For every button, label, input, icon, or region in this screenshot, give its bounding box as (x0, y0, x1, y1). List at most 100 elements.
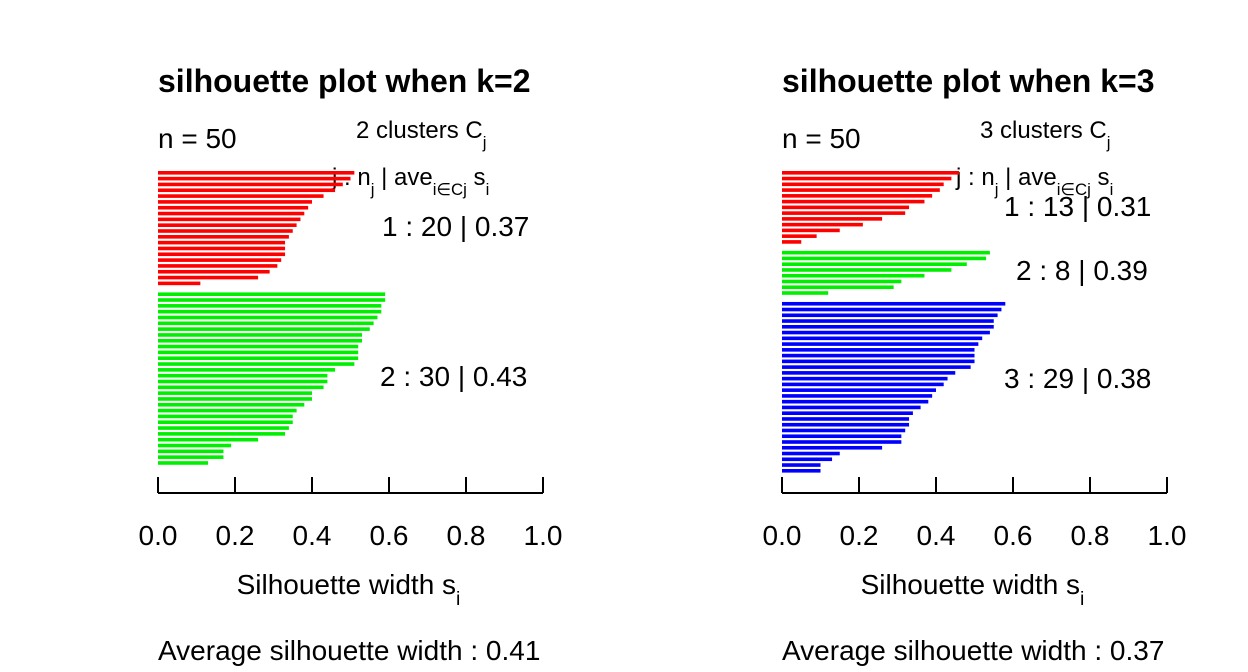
silhouette-bar (158, 414, 293, 419)
silhouette-bar (782, 250, 990, 255)
silhouette-bar (158, 258, 282, 262)
silhouette-bar (782, 240, 802, 244)
silhouette-panel-2: silhouette plot when k=3 n = 50 3 clusters… (763, 63, 1187, 666)
cluster-1-bars (782, 171, 960, 244)
silhouette-bar (782, 342, 979, 346)
silhouette-bar (782, 307, 1002, 312)
x-axis-label: Silhouette width si (237, 569, 461, 610)
column-header-part: i∈Cj (1057, 180, 1091, 199)
cluster-1-label: 1 : 20 | 0.37 (382, 211, 529, 242)
silhouette-bar (782, 171, 960, 175)
silhouette-bar (782, 365, 971, 369)
column-header: j : nj | avei∈Cj si (955, 164, 1113, 199)
silhouette-bar (158, 298, 386, 302)
silhouette-bar (782, 336, 983, 341)
silhouette-bar (782, 319, 994, 323)
silhouette-bar (782, 382, 944, 387)
x-tick-label: 0.0 (139, 520, 178, 551)
silhouette-bar (158, 402, 305, 407)
silhouette-bar (782, 262, 967, 266)
silhouette-bar (782, 291, 829, 295)
silhouette-bar (158, 235, 289, 239)
silhouette-panel-1: silhouette plot when k=2 n = 50 2 clusters… (139, 63, 563, 666)
column-header-part: s (1091, 164, 1110, 191)
x-axis: 0.0 0.2 0.4 0.6 0.8 1.0 (139, 477, 562, 551)
silhouette-bar (782, 469, 821, 473)
silhouette-bar (158, 426, 289, 430)
silhouette-bar (782, 359, 975, 364)
silhouette-bar (782, 199, 925, 204)
silhouette-bar (158, 461, 209, 465)
silhouette-bar (158, 350, 359, 355)
silhouette-bar (782, 348, 975, 352)
average-silhouette-width: Average silhouette width : 0.41 (158, 635, 540, 666)
silhouette-bar (782, 463, 821, 467)
average-silhouette-width: Average silhouette width : 0.37 (782, 635, 1164, 666)
silhouette-bar (782, 451, 840, 456)
silhouette-bar (158, 455, 224, 459)
silhouette-bar (158, 408, 297, 413)
column-header-part: | ave (998, 164, 1056, 191)
silhouette-bar (782, 388, 936, 392)
silhouette-bar (158, 292, 386, 296)
silhouette-bar (158, 385, 324, 390)
column-header-part: j (994, 180, 999, 199)
chart-title: silhouette plot when k=2 (158, 63, 531, 99)
n-label: n = 50 (782, 123, 861, 154)
x-tick-label: 0.8 (447, 520, 486, 551)
silhouette-bar (782, 194, 933, 198)
silhouette-bar (782, 376, 948, 381)
column-header-part: i (486, 180, 490, 199)
silhouette-bar (158, 229, 293, 233)
silhouette-bar (782, 176, 952, 181)
cluster-3-bars (782, 301, 1006, 473)
silhouette-bar (158, 205, 309, 210)
silhouette-bar (158, 223, 297, 227)
silhouette-bar (782, 301, 1006, 306)
x-tick-label: 0.6 (994, 520, 1033, 551)
silhouette-bar (158, 182, 343, 187)
silhouette-bar (158, 356, 359, 361)
column-header: j : nj | avei∈Cj si (331, 164, 489, 199)
silhouette-bar (782, 279, 902, 284)
silhouette-bar (158, 344, 359, 349)
silhouette-bar (158, 275, 259, 280)
silhouette-bar (158, 315, 378, 320)
silhouette-bar (782, 445, 883, 450)
silhouette-bar (158, 443, 232, 448)
x-axis-label-part: Silhouette width s (237, 569, 456, 600)
silhouette-bar (782, 417, 910, 421)
silhouette-bar (158, 420, 293, 425)
clusters-header: 2 clusters Cj (356, 117, 486, 152)
silhouette-bar (158, 194, 324, 198)
x-axis-label-part: Silhouette width s (861, 569, 1080, 600)
silhouette-bar (782, 399, 929, 404)
x-tick-label: 0.4 (293, 520, 332, 551)
silhouette-bar (782, 434, 902, 439)
column-header-part: j (370, 180, 375, 199)
x-axis-label: Silhouette width si (861, 569, 1085, 610)
silhouette-bar (158, 176, 351, 181)
silhouette-bar (782, 256, 987, 261)
silhouette-bar (782, 411, 913, 415)
silhouette-bar (158, 264, 278, 268)
cluster-1-label: 1 : 13 | 0.31 (1004, 191, 1151, 222)
x-axis: 0.0 0.2 0.4 0.6 0.8 1.0 (763, 477, 1186, 551)
silhouette-bar (158, 437, 259, 442)
clusters-header-part: j (1106, 133, 1111, 152)
cluster-1-bars (158, 171, 355, 286)
silhouette-bar (782, 285, 894, 290)
silhouette-bar (782, 422, 910, 427)
clusters-header-part: j (482, 133, 487, 152)
x-tick-label: 0.6 (370, 520, 409, 551)
silhouette-bar (158, 269, 270, 274)
column-header-part: j : n (955, 164, 995, 191)
silhouette-bar (782, 273, 925, 278)
chart-title: silhouette plot when k=3 (782, 63, 1155, 99)
x-tick-label: 0.0 (763, 520, 802, 551)
silhouette-bar (158, 309, 382, 314)
silhouette-bar (158, 379, 328, 384)
silhouette-bar (158, 211, 305, 216)
cluster-2-bars (782, 250, 990, 295)
